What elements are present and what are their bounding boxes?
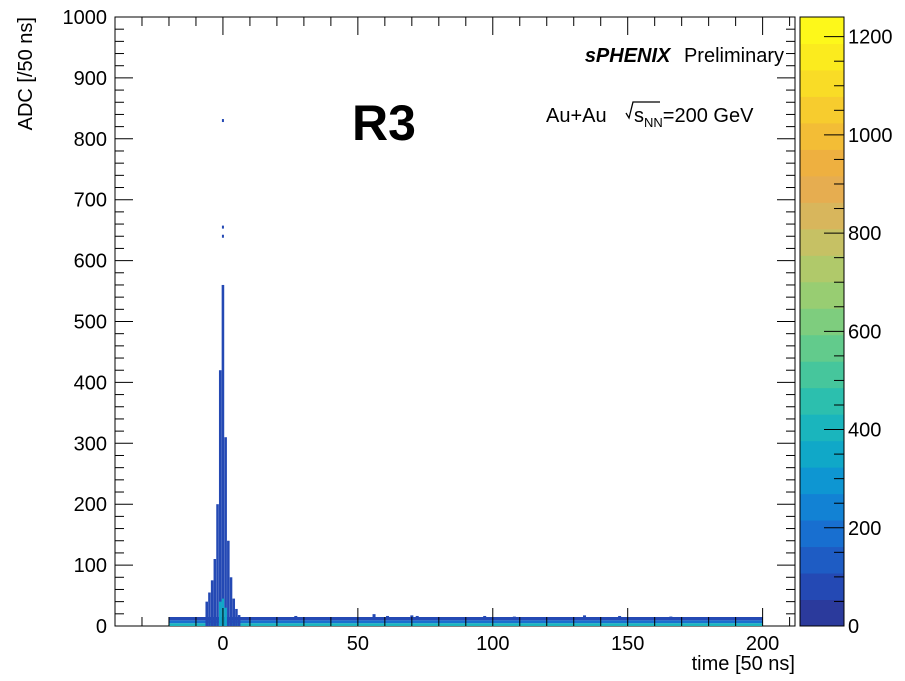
colorbar-segment [800,202,844,230]
colorbar-tick-label: 0 [848,616,859,638]
colorbar-segment [800,546,844,574]
colorbar-segment [800,149,844,177]
y-axis: 0 100 200 300 400 500 600 700 800 900 1000 [63,7,795,638]
peak-column [232,598,236,626]
y-tick-label: 700 [74,190,107,212]
peak-core [218,601,222,626]
colorbar-segment [800,281,844,309]
peak-column [229,577,233,626]
sparse-point [294,615,298,619]
energy-variable: sNN=200 GeV [634,105,754,130]
colorbar: 0 200 400 600 800 1000 1200 [799,16,893,638]
colorbar-segment [800,414,844,442]
collision-label: Au+Au sNN=200 GeV [546,101,754,130]
x-tick-label: 150 [611,633,644,655]
x-tick-label: 0 [217,633,228,655]
y-tick-label: 900 [74,68,107,90]
colorbar-segment [800,334,844,362]
x-tick-label: 100 [476,633,509,655]
y-axis-label: ADC [/50 ns] [15,17,37,130]
y-tick-label: 600 [74,251,107,273]
peak-column [224,437,227,626]
y-tick-label: 800 [74,129,107,151]
colorbar-segment [800,255,844,283]
y-tick-label: 200 [74,494,107,516]
sparse-point [415,615,419,619]
y-tick-label: 300 [74,433,107,455]
colorbar-tick-label: 1000 [848,125,893,147]
colorbar-segment [800,43,844,71]
y-tick-label: 1000 [63,7,108,29]
peak-column [227,540,230,626]
outlier-point [221,234,224,238]
colorbar-segment [800,175,844,203]
colorbar-segment [800,573,844,601]
colorbar-segment [800,493,844,521]
experiment-label: sPHENIX Preliminary [585,45,784,67]
sqrt-sign [625,101,660,120]
sparse-point [386,615,390,619]
outlier-point [221,119,224,123]
sparse-point [483,615,487,619]
colorbar-segment [800,387,844,415]
peak-column [208,592,211,626]
colorbar-frame [799,16,845,627]
system-label: Au+Au [546,105,607,127]
colorbar-segment [800,599,844,627]
peak-column [205,601,209,626]
data-layer [168,119,763,626]
y-tick-label: 500 [74,312,107,334]
peak-column [221,284,225,626]
x-axis-label: time [50 ns] [692,653,795,675]
y-tick-label: 100 [74,555,107,577]
colorbar-segment [800,17,844,44]
colorbar-tick-label: 800 [848,223,881,245]
outlier-point [221,225,224,229]
sparse-point [512,616,516,620]
y-tick-label: 0 [96,616,107,638]
colorbar-tick-label: 1200 [848,27,893,49]
peak-column [213,559,217,626]
peak-column [216,504,219,626]
colorbar-segment [800,467,844,495]
peak-column [235,608,238,626]
peak-column [218,370,222,626]
x-tick-label: 200 [746,633,779,655]
peak-core [224,607,227,626]
sparse-point [410,615,414,619]
colorbar-tick-label: 400 [848,420,881,442]
colorbar-segment [800,361,844,389]
experiment-name: sPHENIX [585,45,672,67]
sparse-point [372,614,376,618]
sparse-point [583,615,587,619]
sparse-point [618,615,622,619]
x-axis: 0 50 100 150 200 [114,17,791,655]
status-label: Preliminary [684,45,784,67]
sparse-point [669,616,673,620]
colorbar-segment [800,308,844,336]
x-tick-label: 50 [347,633,369,655]
colorbar-tick-label: 200 [848,518,881,540]
colorbar-segment [800,69,844,97]
colorbar-tick-label: 600 [848,321,881,343]
peak-column [210,580,214,626]
peak-column [237,615,241,626]
colorbar-segment [800,122,844,150]
colorbar-segment [800,520,844,548]
y-tick-label: 400 [74,372,107,394]
chart-title: R3 [352,95,416,151]
